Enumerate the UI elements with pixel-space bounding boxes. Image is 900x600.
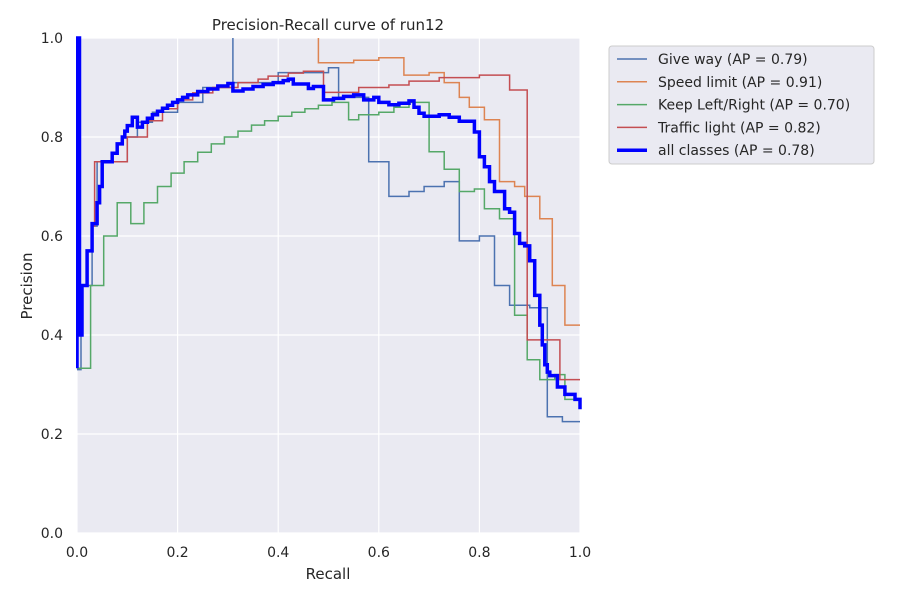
legend-box	[608, 45, 875, 165]
y-tick-label: 0.4	[41, 328, 63, 344]
y-tick-label: 0.6	[41, 229, 63, 245]
tick-labels: 0.0 0.2 0.4 0.6 0.8 1.0 0.0 0.2 0.4 0.6 0.8 1.0	[41, 31, 591, 561]
series-line-5	[76, 36, 582, 410]
x-tick-label: 1.0	[569, 545, 591, 561]
x-tick-label: 0.2	[166, 545, 188, 561]
y-tick-label: 0.2	[41, 427, 63, 443]
x-tick-label: 0.6	[368, 545, 390, 561]
legend-entry-label: Keep Left/Right (AP = 0.70)	[658, 98, 850, 114]
legend-entry-label: Traffic light (AP = 0.82)	[657, 120, 821, 136]
y-tick-label: 0.8	[41, 130, 63, 146]
x-tick-label: 0.8	[468, 545, 490, 561]
x-tick-label: 0.4	[267, 545, 289, 561]
legend-entry-label: Give way (AP = 0.79)	[658, 52, 808, 68]
chart-title: Precision-Recall curve of run12	[212, 16, 444, 34]
x-tick-label: 0.0	[66, 545, 88, 561]
series-line-2	[317, 38, 580, 326]
x-axis-label: Recall	[306, 565, 351, 583]
legend: Give way (AP = 0.79) Speed limit (AP = 0.…	[608, 45, 875, 165]
y-tick-label: 0.0	[41, 526, 63, 542]
grid-lines	[76, 37, 581, 534]
y-axis-label: Precision	[18, 253, 36, 320]
legend-entry-label: Speed limit (AP = 0.91)	[658, 75, 822, 91]
series-line-3	[77, 101, 580, 401]
y-tick-label: 1.0	[41, 31, 63, 47]
series-lines	[76, 36, 582, 423]
legend-entry-label: all classes (AP = 0.78)	[658, 143, 815, 159]
series-line-4	[92, 70, 580, 381]
